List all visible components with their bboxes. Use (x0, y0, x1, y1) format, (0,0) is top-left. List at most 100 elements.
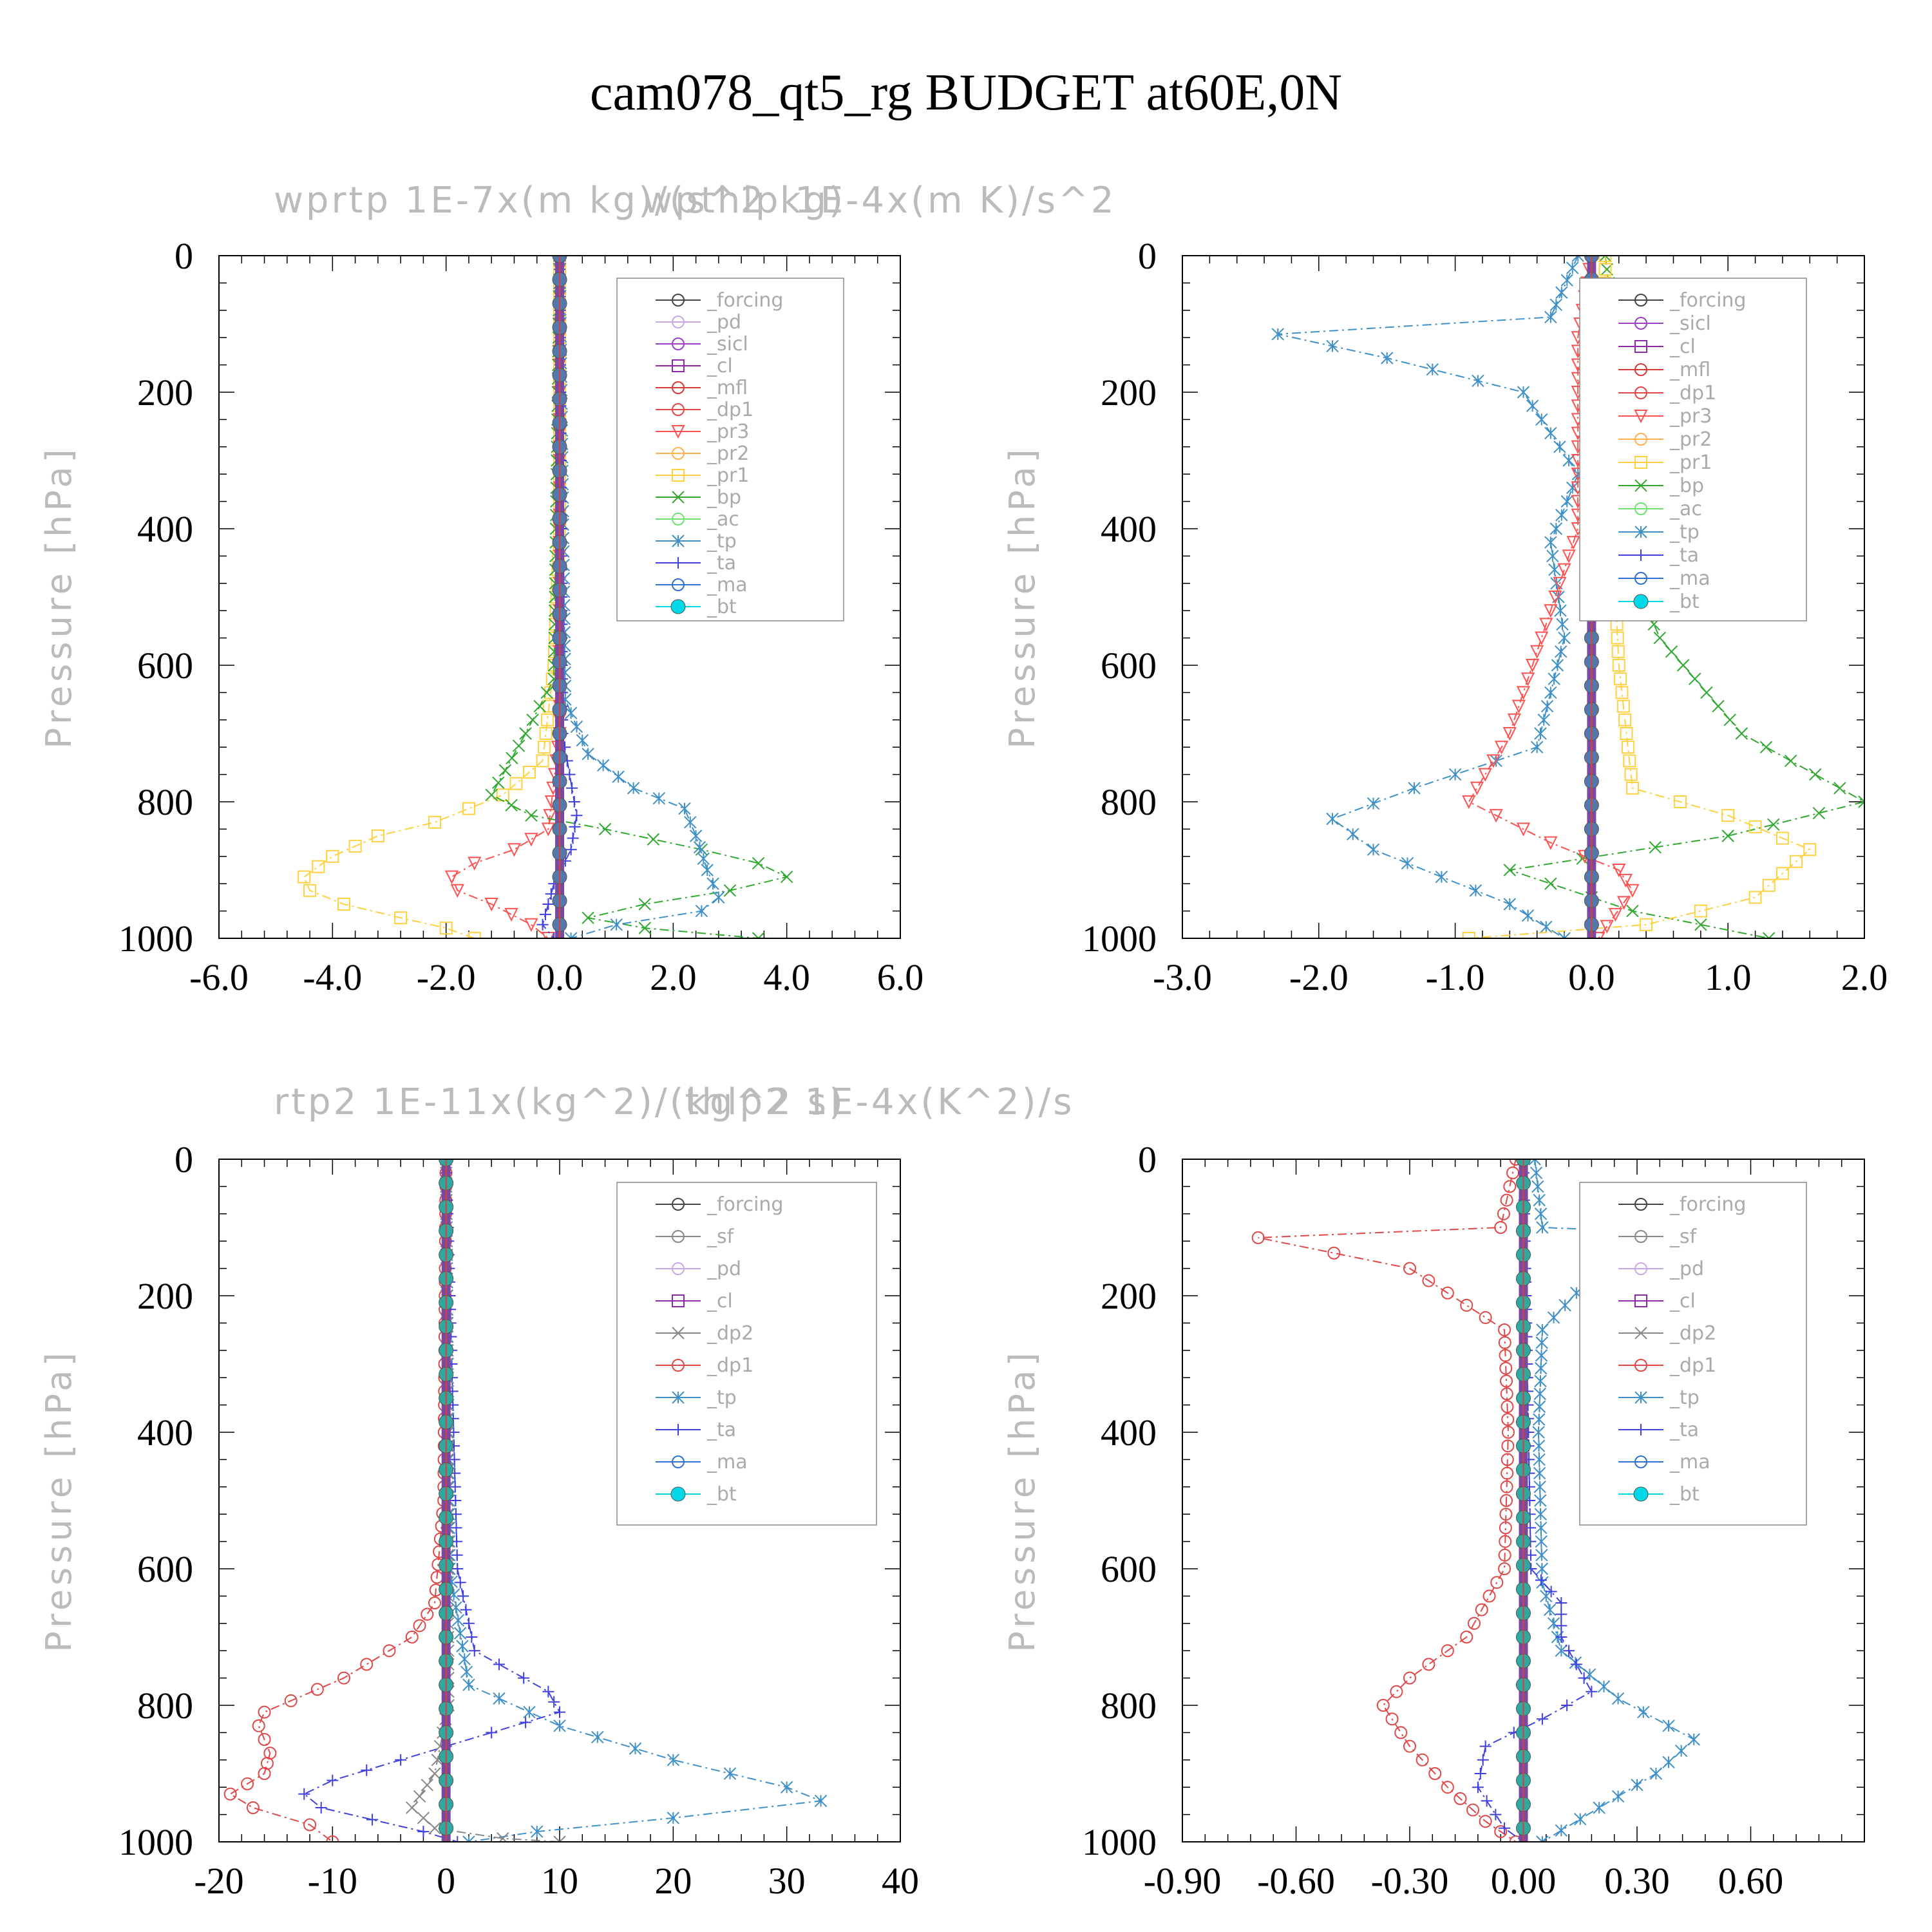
data-point (1620, 727, 1633, 740)
data-point (672, 359, 685, 372)
data-point (1634, 386, 1647, 399)
data-point (1790, 855, 1803, 868)
legend-label: _ta (706, 552, 736, 574)
data-point (1499, 1535, 1512, 1548)
data-point (523, 1705, 536, 1719)
y-tick-label: 600 (1101, 1548, 1157, 1590)
legend-label: _ac (1669, 498, 1702, 520)
data-point (1634, 572, 1647, 585)
data-point (540, 686, 553, 699)
data-point (1544, 604, 1558, 618)
data-point (1561, 1700, 1573, 1711)
data-point (1494, 1825, 1508, 1839)
data-point (564, 932, 578, 938)
data-point (1553, 576, 1567, 591)
legend-label: _ma (706, 1451, 748, 1473)
data-point (1534, 1508, 1547, 1520)
data-point (371, 829, 384, 842)
data-point (1498, 1323, 1511, 1336)
data-point (1557, 563, 1571, 577)
data-point (706, 877, 719, 890)
legend-label: _bp (706, 486, 741, 509)
data-point (466, 1631, 478, 1643)
data-point (451, 1549, 463, 1561)
data-point (1500, 1374, 1513, 1388)
legend-box (616, 278, 844, 621)
data-point (1470, 781, 1484, 796)
data-point (712, 891, 725, 904)
data-point (684, 816, 697, 829)
x-tick-label: -0.60 (1257, 1860, 1335, 1902)
data-point (1776, 831, 1789, 845)
legend-label: _bt (706, 1483, 737, 1506)
data-point (439, 922, 453, 935)
y-tick-label: 200 (1101, 1275, 1157, 1317)
data-point (571, 810, 583, 822)
legend-label: _sicl (1669, 312, 1711, 335)
data-point (1803, 843, 1817, 857)
data-point (453, 1627, 467, 1640)
data-point (522, 766, 536, 779)
data-point (1533, 1387, 1546, 1401)
data-point (303, 884, 317, 897)
data-point (506, 752, 518, 764)
x-tick-label: 30 (768, 1860, 806, 1902)
data-point (413, 1790, 426, 1803)
data-point (672, 316, 685, 328)
plot-frame (1182, 1159, 1865, 1842)
data-point (1454, 1792, 1467, 1805)
data-point (568, 796, 580, 808)
legend-label: _forcing (1669, 289, 1746, 312)
legend-label: _forcing (1669, 1193, 1746, 1216)
data-point (1390, 1685, 1403, 1698)
data-point (1555, 1644, 1568, 1657)
data-point (569, 820, 581, 833)
x-tick-label: 0.0 (536, 956, 583, 998)
data-point (1571, 256, 1584, 262)
data-point (1611, 1692, 1625, 1705)
data-point (504, 907, 518, 922)
legend-label: _mfl (706, 377, 748, 399)
legend-label: _dp1 (706, 1354, 753, 1377)
data-point (1621, 741, 1634, 754)
data-point (1516, 686, 1531, 700)
y-tick-label: 0 (175, 235, 193, 277)
legend-label: _pr3 (706, 421, 749, 443)
x-tick-label: -20 (194, 1860, 243, 1902)
data-point (1462, 795, 1476, 810)
data-point (1426, 363, 1439, 376)
data-point (672, 337, 685, 350)
legend-label: _cl (1669, 1290, 1696, 1312)
data-point (1555, 1631, 1567, 1643)
data-point (667, 1754, 680, 1766)
legend-label: _forcing (706, 1193, 783, 1216)
x-tick-label: 10 (541, 1860, 578, 1902)
data-point (1759, 741, 1773, 753)
x-tick-label: 0.0 (1568, 956, 1615, 998)
data-point (1435, 870, 1448, 884)
data-point (1591, 932, 1605, 938)
data-point (1536, 1323, 1549, 1336)
data-point (672, 381, 685, 394)
data-point (1687, 1733, 1700, 1746)
data-point (672, 1359, 685, 1372)
data-point (1501, 1400, 1514, 1414)
data-point (1539, 618, 1553, 632)
y-tick-label: 400 (1101, 1412, 1157, 1454)
data-point (545, 888, 557, 900)
data-point (1499, 1508, 1513, 1521)
data-point (672, 469, 685, 482)
y-tick-label: 0 (1138, 1139, 1157, 1180)
data-point (1499, 1822, 1511, 1834)
data-point (1649, 1767, 1663, 1780)
data-point (1626, 904, 1639, 918)
data-point (451, 1614, 464, 1627)
series-dp1 (1251, 1159, 1522, 1842)
data-point (697, 852, 710, 866)
data-point (1555, 286, 1568, 299)
data-point (1634, 410, 1648, 424)
chart-panel-rtp2: rtp2 1E-11x(kg^2)/(kg^2 s) Pressure [hPa]… (39, 1081, 919, 1902)
data-point (485, 788, 498, 802)
data-point (1611, 645, 1625, 658)
series-bt (552, 256, 567, 938)
